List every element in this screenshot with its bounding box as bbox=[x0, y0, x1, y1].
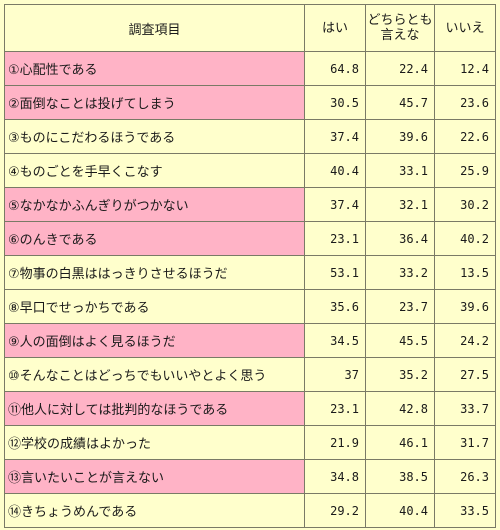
table-row: ①心配性である 64.8 22.4 12.4 bbox=[4, 51, 496, 86]
cell-neither: 40.4 bbox=[365, 493, 435, 528]
row-label: ⑨人の面倒はよく見るほうだ bbox=[4, 323, 305, 358]
survey-table-container: 調査項目 はい どちらとも言えな いいえ ①心配性である 64.8 22.4 12.4… bbox=[4, 4, 496, 528]
cell-neither: 36.4 bbox=[365, 221, 435, 256]
cell-neither: 42.8 bbox=[365, 391, 435, 426]
cell-yes: 37.4 bbox=[304, 187, 366, 222]
table-row: ⑥のんきである 23.1 36.4 40.2 bbox=[4, 221, 496, 256]
table-row: ⑦物事の白黒ははっきりさせるほうだ 53.1 33.2 13.5 bbox=[4, 255, 496, 290]
cell-neither: 39.6 bbox=[365, 119, 435, 154]
cell-neither: 22.4 bbox=[365, 51, 435, 86]
cell-no: 27.5 bbox=[434, 357, 496, 392]
cell-no: 31.7 bbox=[434, 425, 496, 460]
row-label: ⑦物事の白黒ははっきりさせるほうだ bbox=[4, 255, 305, 290]
cell-no: 30.2 bbox=[434, 187, 496, 222]
cell-yes: 37.4 bbox=[304, 119, 366, 154]
table-row: ⑧早口でせっかちである 35.6 23.7 39.6 bbox=[4, 289, 496, 324]
row-label: ③ものにこだわるほうである bbox=[4, 119, 305, 154]
row-label: ⑪他人に対しては批判的なほうである bbox=[4, 391, 305, 426]
cell-no: 25.9 bbox=[434, 153, 496, 188]
cell-no: 40.2 bbox=[434, 221, 496, 256]
table-body: ①心配性である 64.8 22.4 12.4 ②面倒なことは投げてしまう 30.5 45.7… bbox=[4, 51, 496, 528]
cell-no: 23.6 bbox=[434, 85, 496, 120]
row-label: ⑥のんきである bbox=[4, 221, 305, 256]
cell-yes: 29.2 bbox=[304, 493, 366, 528]
cell-no: 12.4 bbox=[434, 51, 496, 86]
cell-yes: 30.5 bbox=[304, 85, 366, 120]
row-label: ⑧早口でせっかちである bbox=[4, 289, 305, 324]
row-label: ⑭きちょうめんである bbox=[4, 493, 305, 528]
cell-neither: 46.1 bbox=[365, 425, 435, 460]
cell-yes: 53.1 bbox=[304, 255, 366, 290]
header-row: 調査項目 はい どちらとも言えな いいえ bbox=[4, 4, 496, 52]
row-label: ④ものごとを手早くこなす bbox=[4, 153, 305, 188]
cell-neither: 45.7 bbox=[365, 85, 435, 120]
table-row: ⑬言いたいことが言えない 34.8 38.5 26.3 bbox=[4, 459, 496, 494]
table-row: ③ものにこだわるほうである 37.4 39.6 22.6 bbox=[4, 119, 496, 154]
survey-table: 調査項目 はい どちらとも言えな いいえ ①心配性である 64.8 22.4 12.4… bbox=[4, 4, 496, 528]
cell-neither: 23.7 bbox=[365, 289, 435, 324]
cell-yes: 34.8 bbox=[304, 459, 366, 494]
cell-no: 33.5 bbox=[434, 493, 496, 528]
cell-yes: 21.9 bbox=[304, 425, 366, 460]
cell-neither: 33.2 bbox=[365, 255, 435, 290]
table-row: ⑨人の面倒はよく見るほうだ 34.5 45.5 24.2 bbox=[4, 323, 496, 358]
cell-no: 39.6 bbox=[434, 289, 496, 324]
cell-no: 22.6 bbox=[434, 119, 496, 154]
cell-neither: 35.2 bbox=[365, 357, 435, 392]
cell-neither: 32.1 bbox=[365, 187, 435, 222]
row-label: ⑬言いたいことが言えない bbox=[4, 459, 305, 494]
table-row: ④ものごとを手早くこなす 40.4 33.1 25.9 bbox=[4, 153, 496, 188]
row-label: ⑤なかなかふんぎりがつかない bbox=[4, 187, 305, 222]
cell-yes: 23.1 bbox=[304, 221, 366, 256]
cell-yes: 23.1 bbox=[304, 391, 366, 426]
table-row: ⑪他人に対しては批判的なほうである 23.1 42.8 33.7 bbox=[4, 391, 496, 426]
cell-neither: 38.5 bbox=[365, 459, 435, 494]
cell-yes: 64.8 bbox=[304, 51, 366, 86]
table-row: ⑤なかなかふんぎりがつかない 37.4 32.1 30.2 bbox=[4, 187, 496, 222]
row-label: ⑫学校の成績はよかった bbox=[4, 425, 305, 460]
table-row: ⑩そんなことはどっちでもいいやとよく思う 37 35.2 27.5 bbox=[4, 357, 496, 392]
cell-yes: 37 bbox=[304, 357, 366, 392]
cell-no: 33.7 bbox=[434, 391, 496, 426]
cell-no: 13.5 bbox=[434, 255, 496, 290]
cell-no: 26.3 bbox=[434, 459, 496, 494]
header-item: 調査項目 bbox=[4, 4, 305, 52]
row-label: ⑩そんなことはどっちでもいいやとよく思う bbox=[4, 357, 305, 392]
cell-yes: 35.6 bbox=[304, 289, 366, 324]
cell-yes: 40.4 bbox=[304, 153, 366, 188]
cell-yes: 34.5 bbox=[304, 323, 366, 358]
row-label: ②面倒なことは投げてしまう bbox=[4, 85, 305, 120]
header-yes: はい bbox=[304, 4, 366, 52]
cell-neither: 33.1 bbox=[365, 153, 435, 188]
header-no: いいえ bbox=[434, 4, 496, 52]
header-neither: どちらとも言えな bbox=[365, 4, 435, 52]
table-row: ②面倒なことは投げてしまう 30.5 45.7 23.6 bbox=[4, 85, 496, 120]
cell-no: 24.2 bbox=[434, 323, 496, 358]
row-label: ①心配性である bbox=[4, 51, 305, 86]
table-row: ⑭きちょうめんである 29.2 40.4 33.5 bbox=[4, 493, 496, 528]
cell-neither: 45.5 bbox=[365, 323, 435, 358]
table-row: ⑫学校の成績はよかった 21.9 46.1 31.7 bbox=[4, 425, 496, 460]
